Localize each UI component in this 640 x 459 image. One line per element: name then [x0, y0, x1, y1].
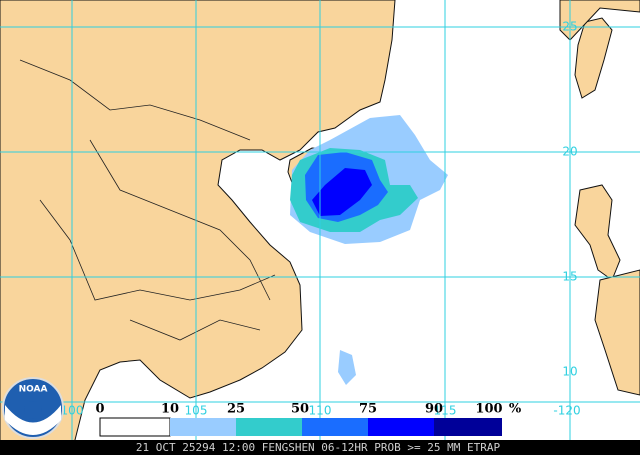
legend: 0 10 25 50 75 90 100 % — [95, 402, 522, 437]
lon-label: 115 — [434, 404, 457, 418]
caption: 21 OCT 25294 12:00 FENGSHEN 06-12HR PROB… — [136, 441, 501, 454]
lat-label: 10 — [562, 365, 577, 379]
lat-label: 15 — [562, 270, 577, 284]
lon-label: -120 — [553, 404, 580, 418]
legend-swatch — [368, 418, 434, 436]
lat-label: 25 — [562, 20, 577, 34]
legend-label: 100 — [475, 402, 502, 417]
probability-field — [290, 115, 448, 385]
legend-label: 50 — [291, 402, 309, 417]
legend-swatch — [99, 417, 171, 437]
legend-swatch — [170, 418, 236, 436]
legend-label: 75 — [359, 402, 377, 417]
legend-label: 90 — [425, 402, 443, 417]
legend-label: 10 — [161, 402, 179, 417]
logo-text: NOAA — [19, 385, 48, 395]
logo-wave — [5, 405, 61, 435]
lon-label: 110 — [309, 404, 332, 418]
logo: NOAA — [2, 377, 64, 439]
lon-label: 100 — [61, 404, 84, 418]
legend-label: 25 — [227, 402, 245, 417]
legend-label: 0 — [95, 402, 104, 417]
legend-swatch — [302, 418, 368, 436]
lat-label: 20 — [562, 145, 577, 159]
lon-label: 105 — [185, 404, 208, 418]
caption-bar — [0, 440, 640, 455]
legend-swatch — [236, 418, 302, 436]
legend-swatch — [434, 418, 502, 436]
logo-dot — [24, 401, 42, 419]
legend-unit: % — [509, 402, 522, 417]
